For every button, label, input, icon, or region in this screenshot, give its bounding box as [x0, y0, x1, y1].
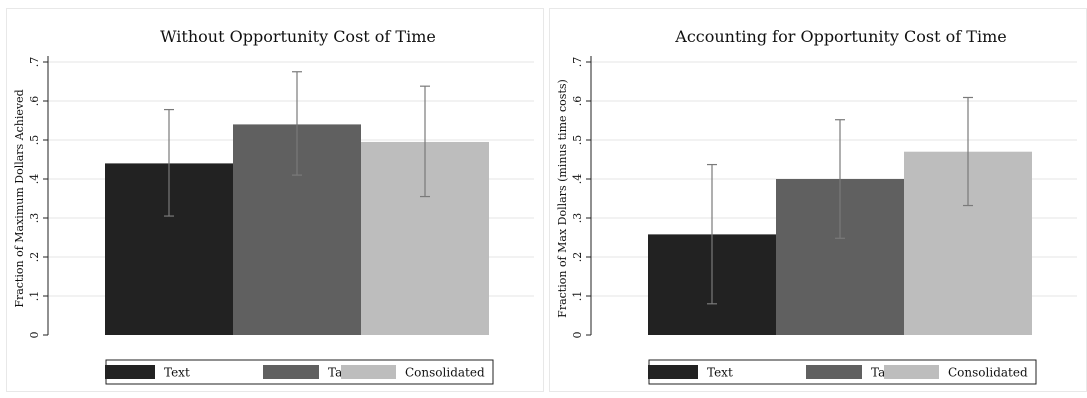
legend-swatch-text	[105, 365, 155, 379]
legend-swatch-tabular	[806, 365, 862, 379]
y-axis-label: Fraction of Maximum Dollars Achieved	[13, 89, 26, 307]
y-tick-label: .1	[28, 291, 41, 302]
y-tick-label: .7	[28, 57, 41, 68]
legend-swatch-consolidated	[884, 365, 939, 379]
y-tick-label: .2	[571, 252, 584, 263]
y-tick-label: .6	[28, 96, 41, 107]
legend-swatch-tabular	[263, 365, 319, 379]
legend-label-text: Text	[164, 366, 190, 380]
y-tick-label: 0	[28, 332, 41, 339]
y-axis-label: Fraction of Max Dollars (minus time cost…	[556, 79, 569, 318]
chart-title: Without Opportunity Cost of Time	[160, 27, 436, 46]
legend-swatch-text	[648, 365, 698, 379]
chart-right: Accounting for Opportunity Cost of Time 0…	[556, 27, 1077, 385]
chart-panel-left: Without Opportunity Cost of Time 0 .1 .2 .3.…	[6, 8, 544, 392]
y-tick-label: .3	[28, 213, 41, 224]
y-tick-label: .4	[571, 174, 584, 185]
chart-panel-right: Accounting for Opportunity Cost of Time 0…	[549, 8, 1087, 392]
legend-label-consolidated: Consolidated	[405, 366, 485, 380]
y-tick-label: .7	[571, 57, 584, 68]
y-tick-label: .1	[571, 291, 584, 302]
legend-swatch-consolidated	[341, 365, 396, 379]
legend-label-consolidated: Consolidated	[948, 366, 1028, 380]
y-tick-label: .6	[571, 96, 584, 107]
chart-title: Accounting for Opportunity Cost of Time	[674, 27, 1006, 46]
y-tick-label: .5	[28, 135, 41, 146]
y-tick-label: .4	[28, 174, 41, 185]
y-tick-label: .3	[571, 213, 584, 224]
legend-label-text: Text	[707, 366, 733, 380]
y-tick-label: .5	[571, 135, 584, 146]
y-tick-label: .2	[28, 252, 41, 263]
chart-left: Without Opportunity Cost of Time 0 .1 .2 .3.…	[13, 27, 534, 385]
y-tick-label: 0	[571, 332, 584, 339]
